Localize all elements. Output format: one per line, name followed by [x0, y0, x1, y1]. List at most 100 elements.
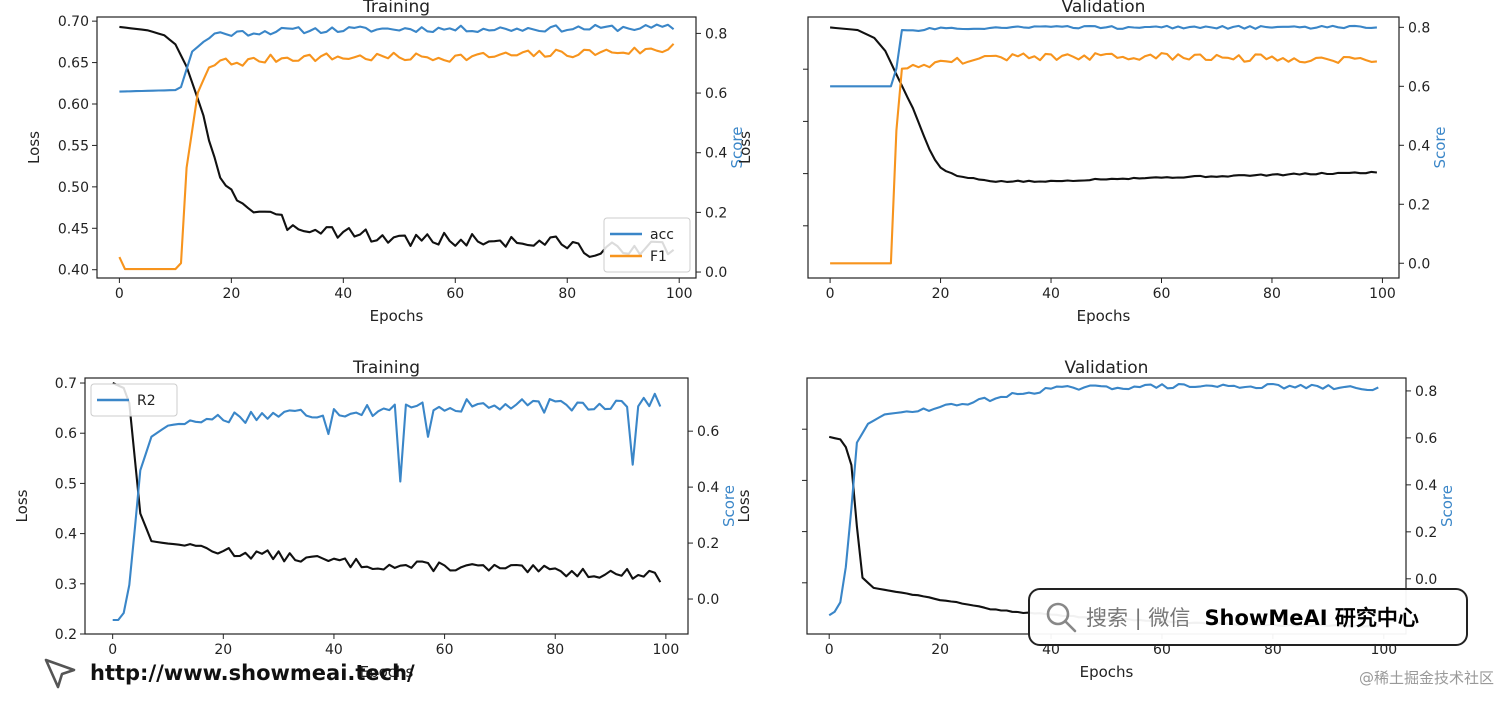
y2-tick-label: 0.6 — [697, 424, 719, 440]
x-tick-label: 60 — [1153, 286, 1171, 302]
y-tick-label: 0.40 — [58, 263, 89, 279]
y2-tick-label: 0.2 — [1415, 525, 1437, 541]
y2-tick-label: 0.2 — [697, 536, 719, 552]
y2-tick-label: 0.0 — [697, 592, 719, 608]
x-tick-label: 100 — [666, 286, 693, 302]
watermark-search-text: 搜索 | 微信 — [1086, 606, 1191, 630]
chart-title: Validation — [1065, 358, 1149, 378]
x-tick-label: 100 — [653, 642, 680, 658]
x-axis-label: Epochs — [360, 663, 414, 681]
x-tick-label: 0 — [115, 286, 124, 302]
legend: R2 — [90, 383, 178, 417]
watermark-credit: @稀土掘金技术社区 — [1358, 669, 1494, 687]
series-line-r2 — [828, 382, 1379, 617]
y2-tick-label: 0.4 — [1415, 478, 1437, 494]
y-tick-label: 0.6 — [55, 426, 77, 442]
series-line-f1 — [830, 52, 1377, 265]
x-tick-label: 40 — [1042, 286, 1060, 302]
legend-label: R2 — [137, 393, 156, 409]
search-icon — [1046, 602, 1077, 633]
x-tick-label: 0 — [826, 286, 835, 302]
watermark-url-text: http://www.showmeai.tech/ — [90, 661, 415, 685]
y-axis-label: Loss — [25, 131, 43, 164]
legend: acc F1 — [603, 217, 691, 273]
x-tick-label: 0 — [108, 642, 117, 658]
y-tick-label: 0.45 — [58, 221, 89, 237]
series-line-r2 — [112, 392, 662, 622]
y2-tick-label: 0.8 — [1408, 20, 1430, 36]
legend-label: acc — [650, 227, 674, 243]
series-line-loss — [119, 25, 675, 258]
y2-tick-label: 0.6 — [705, 86, 727, 102]
chart-title: Validation — [1062, 0, 1146, 17]
series-line-acc — [830, 24, 1377, 88]
watermark-url: http://www.showmeai.tech/ — [42, 656, 415, 690]
y2-tick-label: 0.2 — [1408, 197, 1430, 213]
y-tick-label: 0.50 — [58, 180, 89, 196]
chart-panel-1: 0 20 40 60 80 100 0.40 0.45 0.50 0.55 0.60 0.65 0.70… — [25, 0, 746, 325]
legend-box — [603, 217, 691, 273]
x-tick-label: 80 — [546, 642, 564, 658]
y2-tick-label: 0.4 — [697, 480, 719, 496]
plot-frame — [96, 16, 697, 279]
y-tick-label: 0.60 — [58, 97, 89, 113]
chart-panel-2: 0 20 40 60 80 100 0.0 0.2 0.4 0.6 0.8 Validation Epo… — [736, 0, 1449, 325]
y-axis-label: Loss — [13, 489, 31, 522]
chart-panel-3: 0 20 40 60 80 100 0.2 0.3 0.4 0.5 0.6 0.7 0.0 0.2 0.4 0… — [13, 358, 738, 681]
x-tick-label: 20 — [931, 642, 949, 658]
y2-tick-label: 0.4 — [705, 146, 727, 162]
y-tick-label: 0.55 — [58, 138, 89, 154]
x-tick-label: 40 — [334, 286, 352, 302]
y2-tick-label: 0.8 — [705, 26, 727, 42]
y2-tick-label: 0.8 — [1415, 384, 1437, 400]
y2-axis-label: Score — [1438, 485, 1456, 527]
watermark-banner: 搜索 | 微信 ShowMeAI 研究中心 — [1028, 588, 1468, 646]
x-axis-label: Epochs — [370, 307, 424, 325]
plot-frame — [84, 377, 689, 635]
x-axis-label: Epochs — [1077, 307, 1131, 325]
x-tick-label: 0 — [825, 642, 834, 658]
chart-title: Training — [362, 0, 430, 17]
x-tick-label: 20 — [214, 642, 232, 658]
x-tick-label: 40 — [1042, 642, 1060, 658]
y-tick-label: 0.65 — [58, 56, 89, 72]
y2-tick-label: 0.6 — [1408, 79, 1430, 95]
x-tick-label: 100 — [1370, 642, 1397, 658]
y-axis-label: Loss — [735, 489, 753, 522]
x-tick-label: 40 — [325, 642, 343, 658]
chart-title: Training — [352, 358, 420, 378]
y2-axis-label: Score — [1431, 126, 1449, 168]
plot-frame — [807, 16, 1400, 279]
x-tick-label: 80 — [1263, 286, 1281, 302]
y2-tick-label: 0.0 — [705, 265, 727, 281]
watermark-brand: ShowMeAI 研究中心 — [1204, 606, 1419, 630]
legend-box — [90, 383, 178, 417]
x-tick-label: 60 — [1153, 642, 1171, 658]
y2-tick-label: 0.4 — [1408, 138, 1430, 154]
series-line-loss — [829, 26, 1378, 183]
y-tick-label: 0.3 — [55, 577, 77, 593]
y-tick-label: 0.5 — [55, 476, 77, 492]
legend-label: F1 — [650, 249, 667, 265]
x-tick-label: 60 — [446, 286, 464, 302]
x-tick-label: 100 — [1369, 286, 1396, 302]
y2-tick-label: 0.0 — [1415, 572, 1437, 588]
series-line-acc — [119, 23, 675, 93]
x-tick-label: 60 — [436, 642, 454, 658]
x-tick-label: 80 — [558, 286, 576, 302]
x-tick-label: 20 — [932, 286, 950, 302]
y-tick-label: 0.7 — [55, 376, 77, 392]
x-tick-label: 80 — [1264, 642, 1282, 658]
series-line-loss — [112, 382, 662, 583]
y-axis-label: Loss — [736, 131, 754, 164]
y-tick-label: 0.2 — [55, 627, 77, 643]
series-line-f1 — [118, 43, 675, 271]
x-tick-label: 20 — [222, 286, 240, 302]
y2-tick-label: 0.0 — [1408, 256, 1430, 272]
cursor-pointer-icon — [44, 658, 76, 689]
y2-tick-label: 0.2 — [705, 205, 727, 221]
y-tick-label: 0.4 — [55, 527, 77, 543]
y2-tick-label: 0.6 — [1415, 431, 1437, 447]
y2-axis-label: Score — [728, 126, 746, 168]
